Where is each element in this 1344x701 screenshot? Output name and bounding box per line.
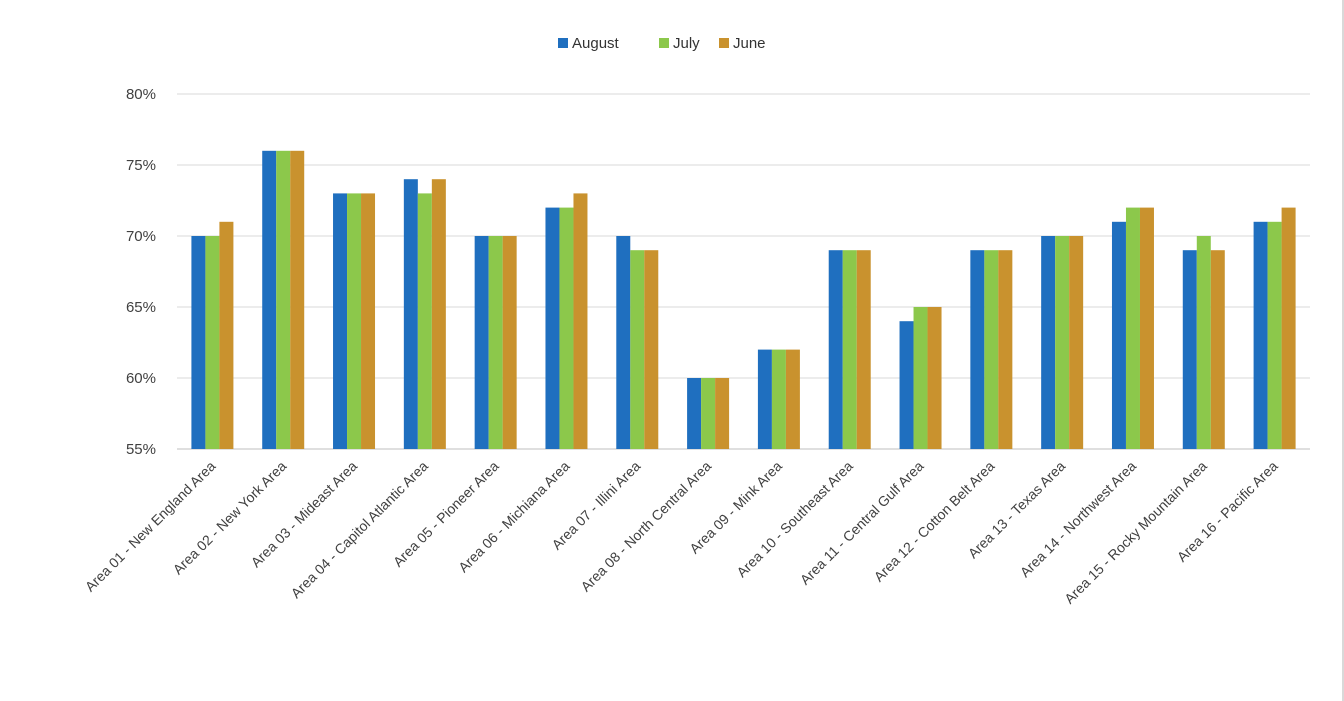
bar-june — [927, 307, 942, 449]
bar-august — [616, 236, 631, 449]
bar-june — [502, 236, 517, 449]
legend-swatch-june — [719, 38, 729, 48]
bar-june — [1210, 250, 1225, 449]
bar-august — [474, 236, 489, 449]
category-label: Area 02 - New York Area — [170, 458, 290, 578]
bar-july — [842, 250, 857, 449]
bar-august — [1253, 221, 1268, 449]
bar-july — [913, 307, 928, 449]
category-label: Area 10 - Southeast Area — [733, 458, 856, 581]
bar-july — [1055, 236, 1070, 449]
bar-june — [290, 150, 305, 450]
category-label: Area 15 - Rocky Mountain Area — [1061, 458, 1210, 607]
y-tick-label: 65% — [126, 299, 156, 316]
legend-label-july: July — [673, 35, 700, 52]
legend-swatch-july — [659, 38, 669, 48]
category-label: Area 12 - Cotton Belt Area — [871, 458, 998, 585]
bar-june — [1139, 207, 1154, 449]
bar-august — [757, 349, 772, 449]
bar-july — [488, 236, 503, 449]
bar-august — [828, 250, 843, 449]
y-tick-label: 55% — [126, 441, 156, 458]
bar-august — [899, 321, 914, 449]
bar-august — [545, 207, 560, 449]
bar-june — [573, 193, 588, 449]
frame-edge — [1342, 0, 1344, 701]
bar-june — [856, 250, 871, 449]
bar-august — [970, 250, 985, 449]
category-label: Area 08 - North Central Area — [577, 458, 714, 595]
bar-july — [276, 150, 291, 450]
y-tick-label: 75% — [126, 157, 156, 174]
bar-august — [1111, 221, 1126, 449]
bar-july — [417, 193, 432, 449]
y-tick-label: 60% — [126, 370, 156, 387]
y-tick-label: 70% — [126, 228, 156, 245]
legend: August July June — [558, 35, 766, 52]
bar-july — [205, 236, 220, 449]
bar-june — [644, 250, 659, 449]
bar-june — [785, 349, 800, 449]
bar-august — [403, 179, 418, 449]
bar-july — [1196, 236, 1211, 449]
category-label: Area 11 - Central Gulf Area — [797, 458, 927, 588]
bar-july — [630, 250, 645, 449]
bar-july — [347, 193, 362, 449]
bar-july — [771, 349, 786, 449]
y-tick-label: 80% — [126, 86, 156, 103]
bar-june — [1069, 236, 1084, 449]
bar-july — [701, 378, 716, 449]
bar-june — [998, 250, 1013, 449]
bar-june — [715, 378, 730, 449]
bar-august — [333, 193, 348, 449]
bar-july — [984, 250, 999, 449]
y-axis: 80% 75% 70% 65% 60% 55% — [126, 86, 156, 458]
bar-june — [361, 193, 376, 449]
bar-august — [1041, 236, 1056, 449]
bar-july — [1267, 221, 1282, 449]
legend-label-august: August — [572, 35, 620, 52]
bar-august — [191, 236, 206, 449]
category-label: Area 14 - Northwest Area — [1017, 458, 1140, 581]
category-label: Area 04 - Capitol Atlantic Area — [288, 458, 432, 602]
bar-july — [559, 207, 574, 449]
bar-june — [1281, 207, 1296, 449]
bar-august — [687, 378, 702, 449]
legend-swatch-august — [558, 38, 568, 48]
bar-august — [1182, 250, 1197, 449]
bar-august — [262, 150, 277, 450]
bar-june — [219, 221, 234, 449]
bars — [191, 150, 1296, 450]
bar-july — [1125, 207, 1140, 449]
bar-june — [431, 179, 446, 449]
category-label: Area 01 - New England Area — [82, 458, 219, 595]
legend-label-june: June — [733, 35, 766, 52]
